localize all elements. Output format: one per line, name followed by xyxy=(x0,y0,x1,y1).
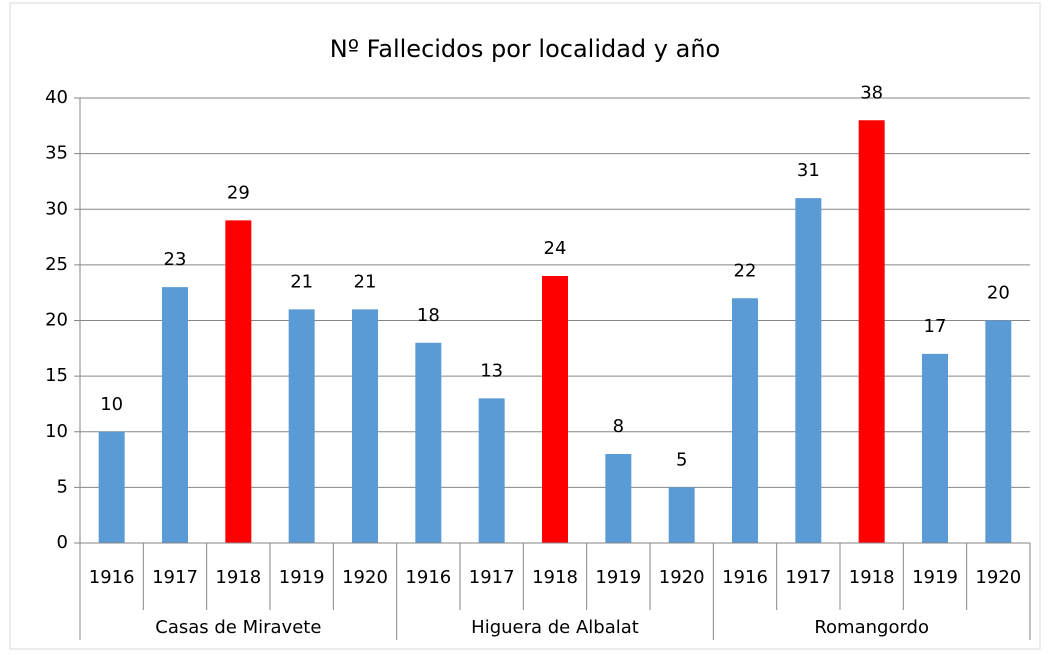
y-tick-label: 30 xyxy=(45,198,68,219)
y-tick-label: 40 xyxy=(45,87,68,108)
bar xyxy=(225,220,252,543)
data-label: 29 xyxy=(227,182,250,203)
bar xyxy=(288,309,315,543)
data-label: 13 xyxy=(480,360,503,381)
bar xyxy=(98,431,125,543)
x-tick-label: 1917 xyxy=(469,567,515,588)
data-label: 10 xyxy=(100,394,123,415)
x-tick-label: 1920 xyxy=(975,567,1021,588)
bar xyxy=(478,398,505,543)
group-label: Higuera de Albalat xyxy=(471,617,639,638)
bar xyxy=(542,276,568,543)
x-tick-label: 1917 xyxy=(785,567,831,588)
x-tick-label: 1916 xyxy=(405,567,451,588)
x-tick-label: 1919 xyxy=(279,567,325,588)
data-label: 21 xyxy=(354,271,377,292)
y-tick-label: 10 xyxy=(45,421,68,442)
x-tick-label: 1919 xyxy=(595,567,641,588)
x-tick-label: 1916 xyxy=(89,567,135,588)
bar xyxy=(352,309,378,543)
y-tick-label: 0 xyxy=(57,532,68,553)
data-label: 24 xyxy=(544,238,567,259)
bar xyxy=(795,198,822,543)
data-label: 5 xyxy=(676,449,687,470)
x-tick-label: 1920 xyxy=(342,567,388,588)
bar xyxy=(985,320,1012,543)
bar xyxy=(162,287,188,543)
x-tick-label: 1916 xyxy=(722,567,768,588)
y-tick-label: 25 xyxy=(45,254,68,275)
x-tick-label: 1918 xyxy=(849,567,895,588)
y-tick-label: 5 xyxy=(57,476,68,497)
data-label: 17 xyxy=(924,316,947,337)
y-tick-label: 35 xyxy=(45,143,68,164)
data-label: 21 xyxy=(290,271,313,292)
data-label: 18 xyxy=(417,305,440,326)
bar xyxy=(732,298,758,543)
x-tick-label: 1920 xyxy=(659,567,705,588)
data-label: 22 xyxy=(734,260,757,281)
x-tick-label: 1917 xyxy=(152,567,198,588)
x-tick-label: 1919 xyxy=(912,567,958,588)
data-label: 23 xyxy=(164,249,187,270)
bar xyxy=(922,353,948,543)
data-label: 20 xyxy=(987,283,1010,304)
chart-title: Nº Fallecidos por localidad y año xyxy=(330,35,720,63)
y-tick-label: 20 xyxy=(45,310,68,331)
data-label: 38 xyxy=(860,82,883,103)
x-tick-label: 1918 xyxy=(215,567,261,588)
data-label: 8 xyxy=(613,416,624,437)
bar xyxy=(858,120,885,543)
x-tick-label: 1918 xyxy=(532,567,578,588)
bar xyxy=(605,454,632,543)
y-tick-label: 15 xyxy=(45,365,68,386)
bar xyxy=(668,487,695,543)
data-label: 31 xyxy=(797,160,820,181)
group-label: Casas de Miravete xyxy=(155,617,321,638)
group-label: Romangordo xyxy=(814,617,929,638)
bar xyxy=(415,342,442,543)
